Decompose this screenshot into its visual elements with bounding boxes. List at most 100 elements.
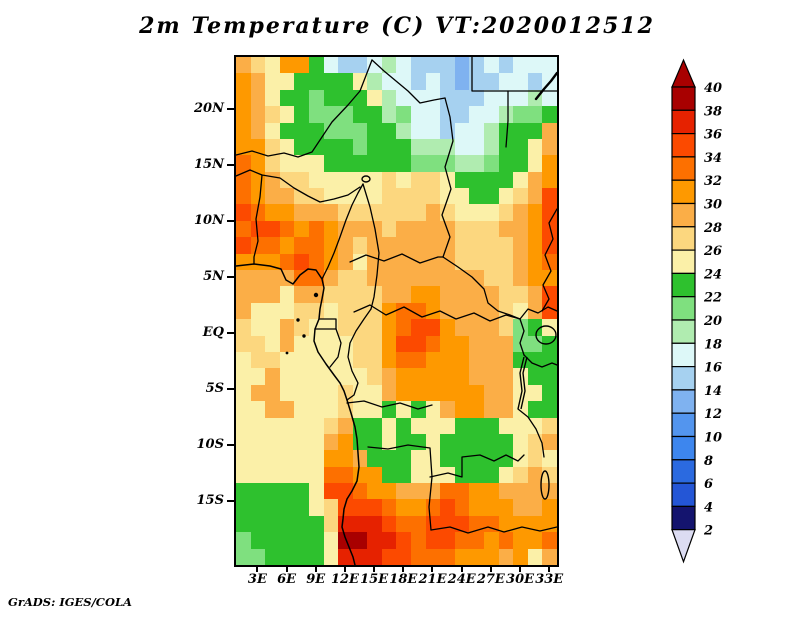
temp-cell: [454, 401, 470, 418]
temp-cell: [498, 73, 514, 90]
temp-cell: [265, 450, 280, 467]
temp-cell: [265, 188, 280, 205]
map-plot: [234, 55, 559, 567]
temp-cell: [440, 466, 455, 484]
temp-cell: [411, 466, 426, 484]
temp-cell: [454, 499, 470, 516]
temp-cell: [484, 286, 499, 303]
temp-cell: [381, 122, 397, 139]
temp-cell: [338, 270, 353, 287]
colorbar-tick-label: 26: [703, 244, 722, 259]
temp-cell: [527, 433, 543, 451]
temp-cell: [352, 286, 368, 303]
temp-cell: [308, 483, 324, 500]
temp-cell: [236, 384, 251, 402]
temp-cell: [396, 270, 412, 287]
temp-cell: [498, 204, 514, 221]
temp-cell: [338, 302, 353, 320]
temp-cell: [527, 188, 543, 205]
temp-cell: [513, 171, 528, 189]
grads-credit: GrADS: IGES/COLA: [8, 595, 132, 609]
temp-cell: [396, 319, 412, 336]
temp-cell: [484, 351, 499, 369]
temp-cell: [352, 450, 368, 467]
temp-cell: [542, 89, 557, 107]
temp-cell: [381, 351, 397, 369]
temp-cell: [294, 155, 309, 172]
temp-cell: [454, 237, 470, 254]
temp-cell: [338, 106, 353, 123]
temp-cell: [294, 368, 309, 385]
temp-cell: [513, 237, 528, 254]
temp-cell: [425, 319, 441, 336]
temp-cell: [484, 335, 499, 352]
temp-cell: [308, 171, 324, 189]
temp-cell: [527, 122, 543, 139]
temp-cell: [513, 155, 528, 172]
temp-cell: [352, 73, 368, 90]
temp-cell: [381, 499, 397, 516]
temp-cell: [338, 253, 353, 271]
temp-cell: [352, 188, 368, 205]
temp-cell: [454, 73, 470, 90]
temp-cell: [484, 466, 499, 484]
temp-cell: [294, 499, 309, 516]
temp-cell: [367, 220, 382, 238]
temp-cell: [308, 237, 324, 254]
temp-cell: [542, 106, 557, 123]
temp-cell: [308, 286, 324, 303]
temp-cell: [338, 384, 353, 402]
temp-cell: [425, 368, 441, 385]
temp-cell: [294, 466, 309, 484]
temp-cell: [498, 515, 514, 533]
temp-cell: [279, 302, 295, 320]
temp-cell: [367, 450, 382, 467]
temp-cell: [411, 89, 426, 107]
temp-cell: [352, 122, 368, 139]
temp-cell: [469, 188, 485, 205]
temp-cell: [323, 532, 339, 549]
temp-cell: [513, 138, 528, 156]
temp-cell: [308, 73, 324, 90]
temp-cell: [250, 319, 266, 336]
x-axis-label: 6E: [277, 572, 297, 587]
temp-cell: [265, 270, 280, 287]
temp-cell: [396, 335, 412, 352]
temp-cell: [236, 237, 251, 254]
temp-cell: [236, 138, 251, 156]
temp-cell: [469, 319, 485, 336]
temp-cell: [236, 548, 251, 565]
colorbar-tick-label: 28: [703, 221, 722, 236]
temp-cell: [265, 319, 280, 336]
temp-cell: [411, 368, 426, 385]
temp-cell: [498, 253, 514, 271]
temp-cell: [308, 466, 324, 484]
temp-cell: [381, 237, 397, 254]
temp-cell: [381, 302, 397, 320]
temp-cell: [542, 450, 557, 467]
temp-cell: [484, 515, 499, 533]
temp-cell: [250, 138, 266, 156]
temp-cell: [542, 286, 557, 303]
temp-cell: [542, 368, 557, 385]
temp-cell: [469, 122, 485, 139]
temp-cell: [498, 171, 514, 189]
temp-cell: [498, 319, 514, 336]
y-axis-tick: [227, 107, 234, 110]
temp-cell: [513, 483, 528, 500]
temp-cell: [513, 106, 528, 123]
temp-cell: [250, 253, 266, 271]
temp-cell: [294, 532, 309, 549]
temp-cell: [250, 237, 266, 254]
temp-cell: [381, 401, 397, 418]
temp-cell: [250, 401, 266, 418]
temp-cell: [367, 548, 382, 565]
colorbar-tick-label: 34: [704, 151, 722, 166]
temp-cell: [411, 122, 426, 139]
temp-cell: [367, 286, 382, 303]
temp-cell: [352, 433, 368, 451]
temp-cell: [367, 155, 382, 172]
temp-cell: [454, 319, 470, 336]
temp-cell: [469, 171, 485, 189]
